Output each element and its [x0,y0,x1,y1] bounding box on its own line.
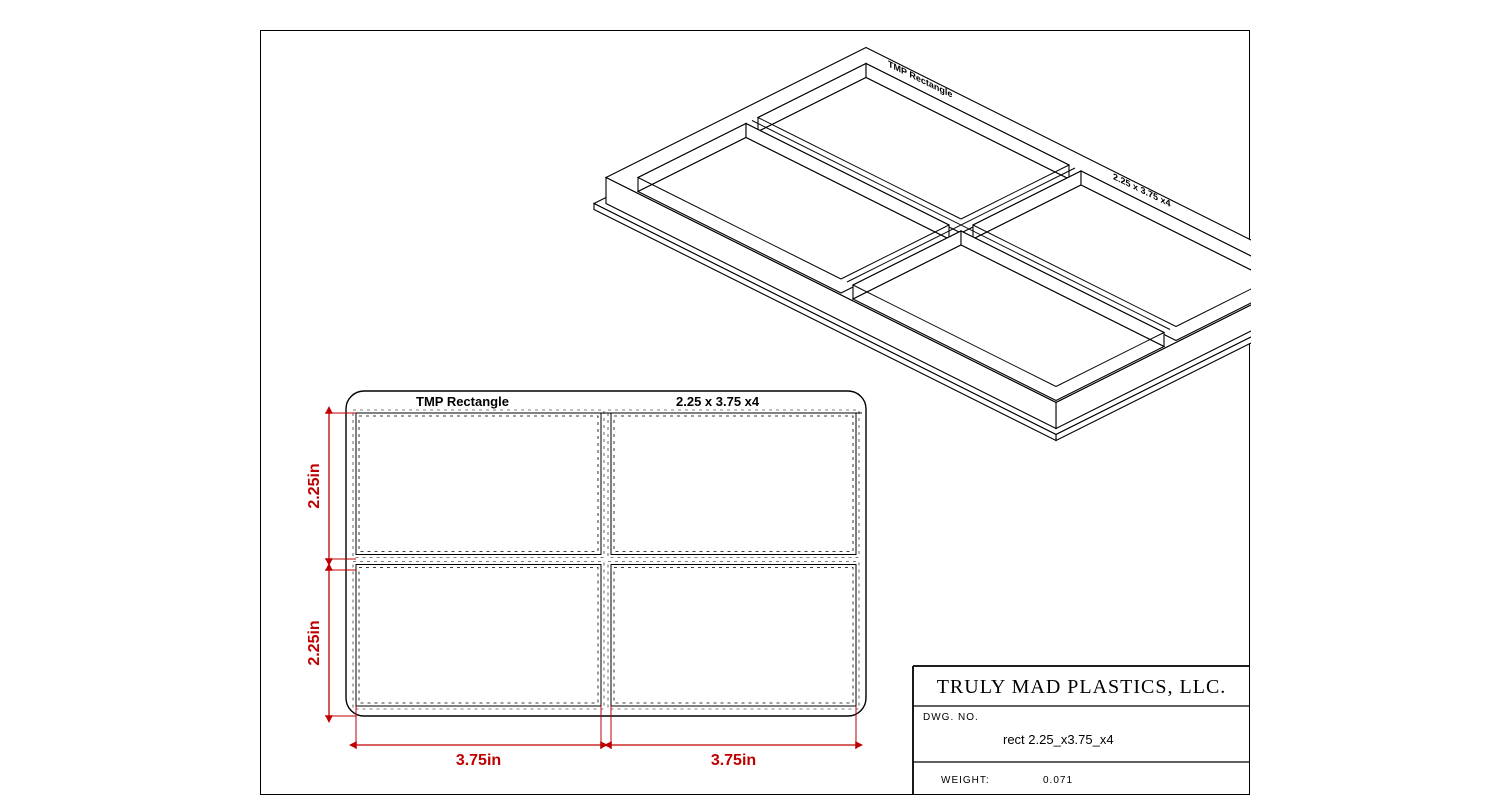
dim-v-0: 2.25in [306,463,323,508]
dim-h-1: 3.75in [711,752,756,769]
drawing-canvas: TMP Rectangle2.25 x 3.75 x42.25in2.25in3… [261,31,1251,796]
titleblock-weight-label: WEIGHT: [941,775,990,786]
titleblock-company: TRULY MAD PLASTICS, LLC. [937,676,1227,698]
iso-view: TMP Rectangle2.25 x 3.75 x4 [594,48,1251,441]
front-label-right: 2.25 x 3.75 x4 [676,394,760,409]
front-label-left: TMP Rectangle [416,394,509,409]
dim-v-1: 2.25in [306,620,323,665]
title-block: TRULY MAD PLASTICS, LLC. DWG. NO. rect 2.2… [913,666,1250,795]
drawing-frame: TMP Rectangle2.25 x 3.75 x42.25in2.25in3… [260,30,1250,795]
dim-h-0: 3.75in [456,752,501,769]
titleblock-weight-value: 0.071 [1043,775,1073,786]
titleblock-dwg-value: rect 2.25_x3.75_x4 [1003,732,1114,747]
titleblock-dwg-label: DWG. NO. [923,712,979,723]
